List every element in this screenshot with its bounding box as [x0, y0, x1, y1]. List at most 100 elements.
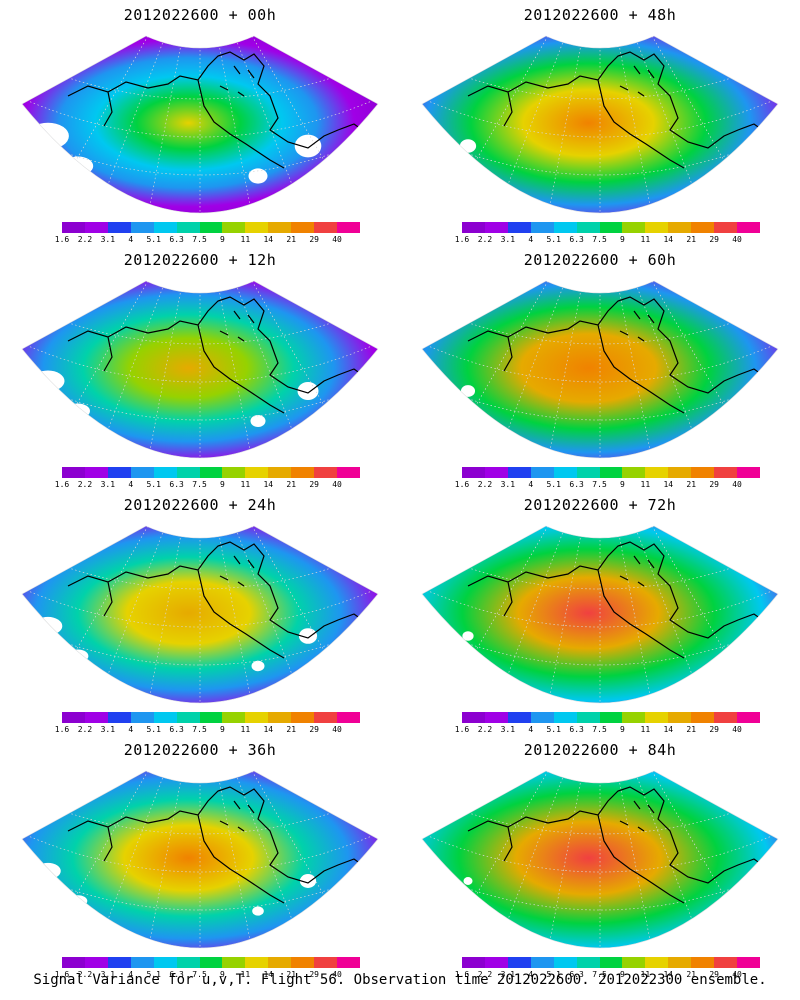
colorbar-tick-label: 9	[620, 725, 625, 734]
map-border	[21, 525, 379, 704]
colorbar-tick-label: 7.5	[592, 970, 607, 979]
no-data-gap	[459, 139, 477, 153]
colorbar-tick-label: 2.2	[77, 725, 93, 734]
colorbar-swatch	[222, 467, 246, 478]
colorbar-tick-label: 11	[640, 970, 651, 979]
colorbar-tick-label: 11	[640, 480, 651, 489]
colorbar-swatch	[553, 957, 577, 968]
colorbar-tick-label: 11	[640, 235, 651, 244]
colorbar-tick-label: 5.1	[146, 480, 161, 489]
map-border	[421, 770, 779, 949]
no-data-gap	[66, 403, 90, 419]
colorbar-swatch	[714, 712, 738, 723]
colorbar-tick-label: 5.1	[146, 235, 161, 244]
colorbar-swatch	[645, 957, 669, 968]
colorbar-swatch	[199, 222, 223, 233]
colorbar-tick-label: 4	[528, 480, 534, 489]
colorbar-swatch	[291, 712, 315, 723]
variance-map	[421, 280, 779, 459]
colorbar-swatch	[599, 712, 623, 723]
colorbar-tick-label: 21	[286, 480, 297, 489]
colorbar-tick-label: 14	[663, 970, 674, 979]
colorbar-tick-label: 29	[309, 725, 319, 734]
colorbar-tick-label: 2.2	[477, 480, 493, 489]
variance-map	[21, 35, 379, 214]
colorbar-tick-label: 4	[528, 970, 534, 979]
colorbar-tick-label: 1.6	[54, 480, 70, 489]
colorbar-swatch	[314, 222, 338, 233]
colorbar	[62, 957, 360, 968]
colorbar-tick-label: 7.5	[592, 725, 607, 734]
colorbar-tick-label: 3.1	[500, 480, 516, 489]
colorbar-tick-label: 2.2	[77, 235, 93, 244]
map-panel-0h: 2012022600 + 00h 1.6 2.2 3.1 4 5.1 6.3 7.5 9 11 14…	[0, 0, 400, 245]
colorbar-tick-label: 14	[263, 480, 274, 489]
colorbar-tick-label: 5.1	[546, 480, 561, 489]
colorbar-swatch	[245, 222, 269, 233]
colorbar-swatch	[668, 222, 692, 233]
figure-caption: Signal Variance for u,v,T. Flight 56. Ob…	[33, 972, 767, 988]
colorbar-tick-label: 40	[732, 235, 742, 244]
colorbar-tick-label: 21	[686, 235, 697, 244]
map-panel-48h: 2012022600 + 48h 1.6 2.2 3.1 4 5.1 6.3 7.5 9 11 14…	[400, 0, 800, 245]
variance-map	[421, 525, 779, 704]
colorbar-tick-label: 1.6	[54, 970, 70, 979]
coastline	[67, 786, 369, 904]
colorbar-swatch	[176, 957, 200, 968]
colorbar-tick-label: 14	[663, 480, 674, 489]
no-data-gap	[462, 631, 474, 641]
colorbar-tick-label: 40	[332, 235, 342, 244]
colorbar-tick-label: 2.2	[477, 725, 493, 734]
colorbar-tick-label: 21	[686, 480, 697, 489]
colorbar-tick-label: 9	[620, 480, 625, 489]
no-data-gap	[460, 385, 476, 397]
no-data-gap	[294, 134, 322, 158]
colorbar-tick-label: 4	[128, 970, 134, 979]
colorbar-swatch	[337, 467, 360, 478]
coastline	[467, 541, 769, 659]
colorbar-tick-label: 9	[220, 725, 225, 734]
colorbar-tick-label: 9	[220, 480, 225, 489]
colorbar-swatch	[337, 222, 360, 233]
colorbar-tick-label: 3.1	[500, 725, 516, 734]
colorbar-swatch	[553, 467, 577, 478]
no-data-gap	[248, 168, 268, 184]
panel-title: 2012022600 + 84h	[523, 741, 677, 759]
colorbar-swatch	[622, 957, 646, 968]
colorbar-tick-label: 29	[309, 235, 319, 244]
colorbar-swatch	[645, 467, 669, 478]
colorbar-swatch	[737, 712, 760, 723]
colorbar-tick-label: 40	[732, 725, 742, 734]
colorbar-swatch	[507, 222, 531, 233]
colorbar-tick-label: 6.3	[169, 725, 184, 734]
no-data-gap	[463, 877, 473, 885]
no-data-gap	[35, 862, 61, 880]
colorbar-tick-label: 11	[240, 970, 251, 979]
colorbar-tick-label: 11	[640, 725, 651, 734]
colorbar-swatch	[199, 712, 223, 723]
colorbar-ticks: 1.6 2.2 3.1 4 5.1 6.3 7.5 9 11 14 21 29 40	[455, 480, 760, 490]
no-data-gap	[250, 415, 266, 427]
colorbar-tick-label: 3.1	[100, 725, 116, 734]
colorbar	[462, 222, 760, 233]
colorbar-tick-label: 1.6	[454, 725, 470, 734]
colorbar-tick-label: 6.3	[569, 480, 584, 489]
map-border	[21, 770, 379, 949]
colorbar-swatch	[107, 957, 131, 968]
colorbar-tick-label: 4	[128, 480, 134, 489]
colorbar	[462, 957, 760, 968]
colorbar	[62, 712, 360, 723]
colorbar-tick-label: 21	[286, 725, 297, 734]
colorbar-tick-label: 6.3	[169, 970, 184, 979]
colorbar-swatch	[691, 957, 715, 968]
variance-map	[21, 280, 379, 459]
colorbar-tick-label: 29	[309, 970, 319, 979]
colorbar-tick-label: 1.6	[454, 235, 470, 244]
colorbar-swatch	[84, 467, 108, 478]
colorbar-swatch	[737, 957, 760, 968]
colorbar-tick-label: 3.1	[500, 970, 516, 979]
colorbar-ticks: 1.6 2.2 3.1 4 5.1 6.3 7.5 9 11 14 21 29 40	[455, 235, 760, 245]
colorbar-swatch	[645, 222, 669, 233]
colorbar-tick-label: 11	[240, 235, 251, 244]
colorbar-swatch	[130, 222, 154, 233]
